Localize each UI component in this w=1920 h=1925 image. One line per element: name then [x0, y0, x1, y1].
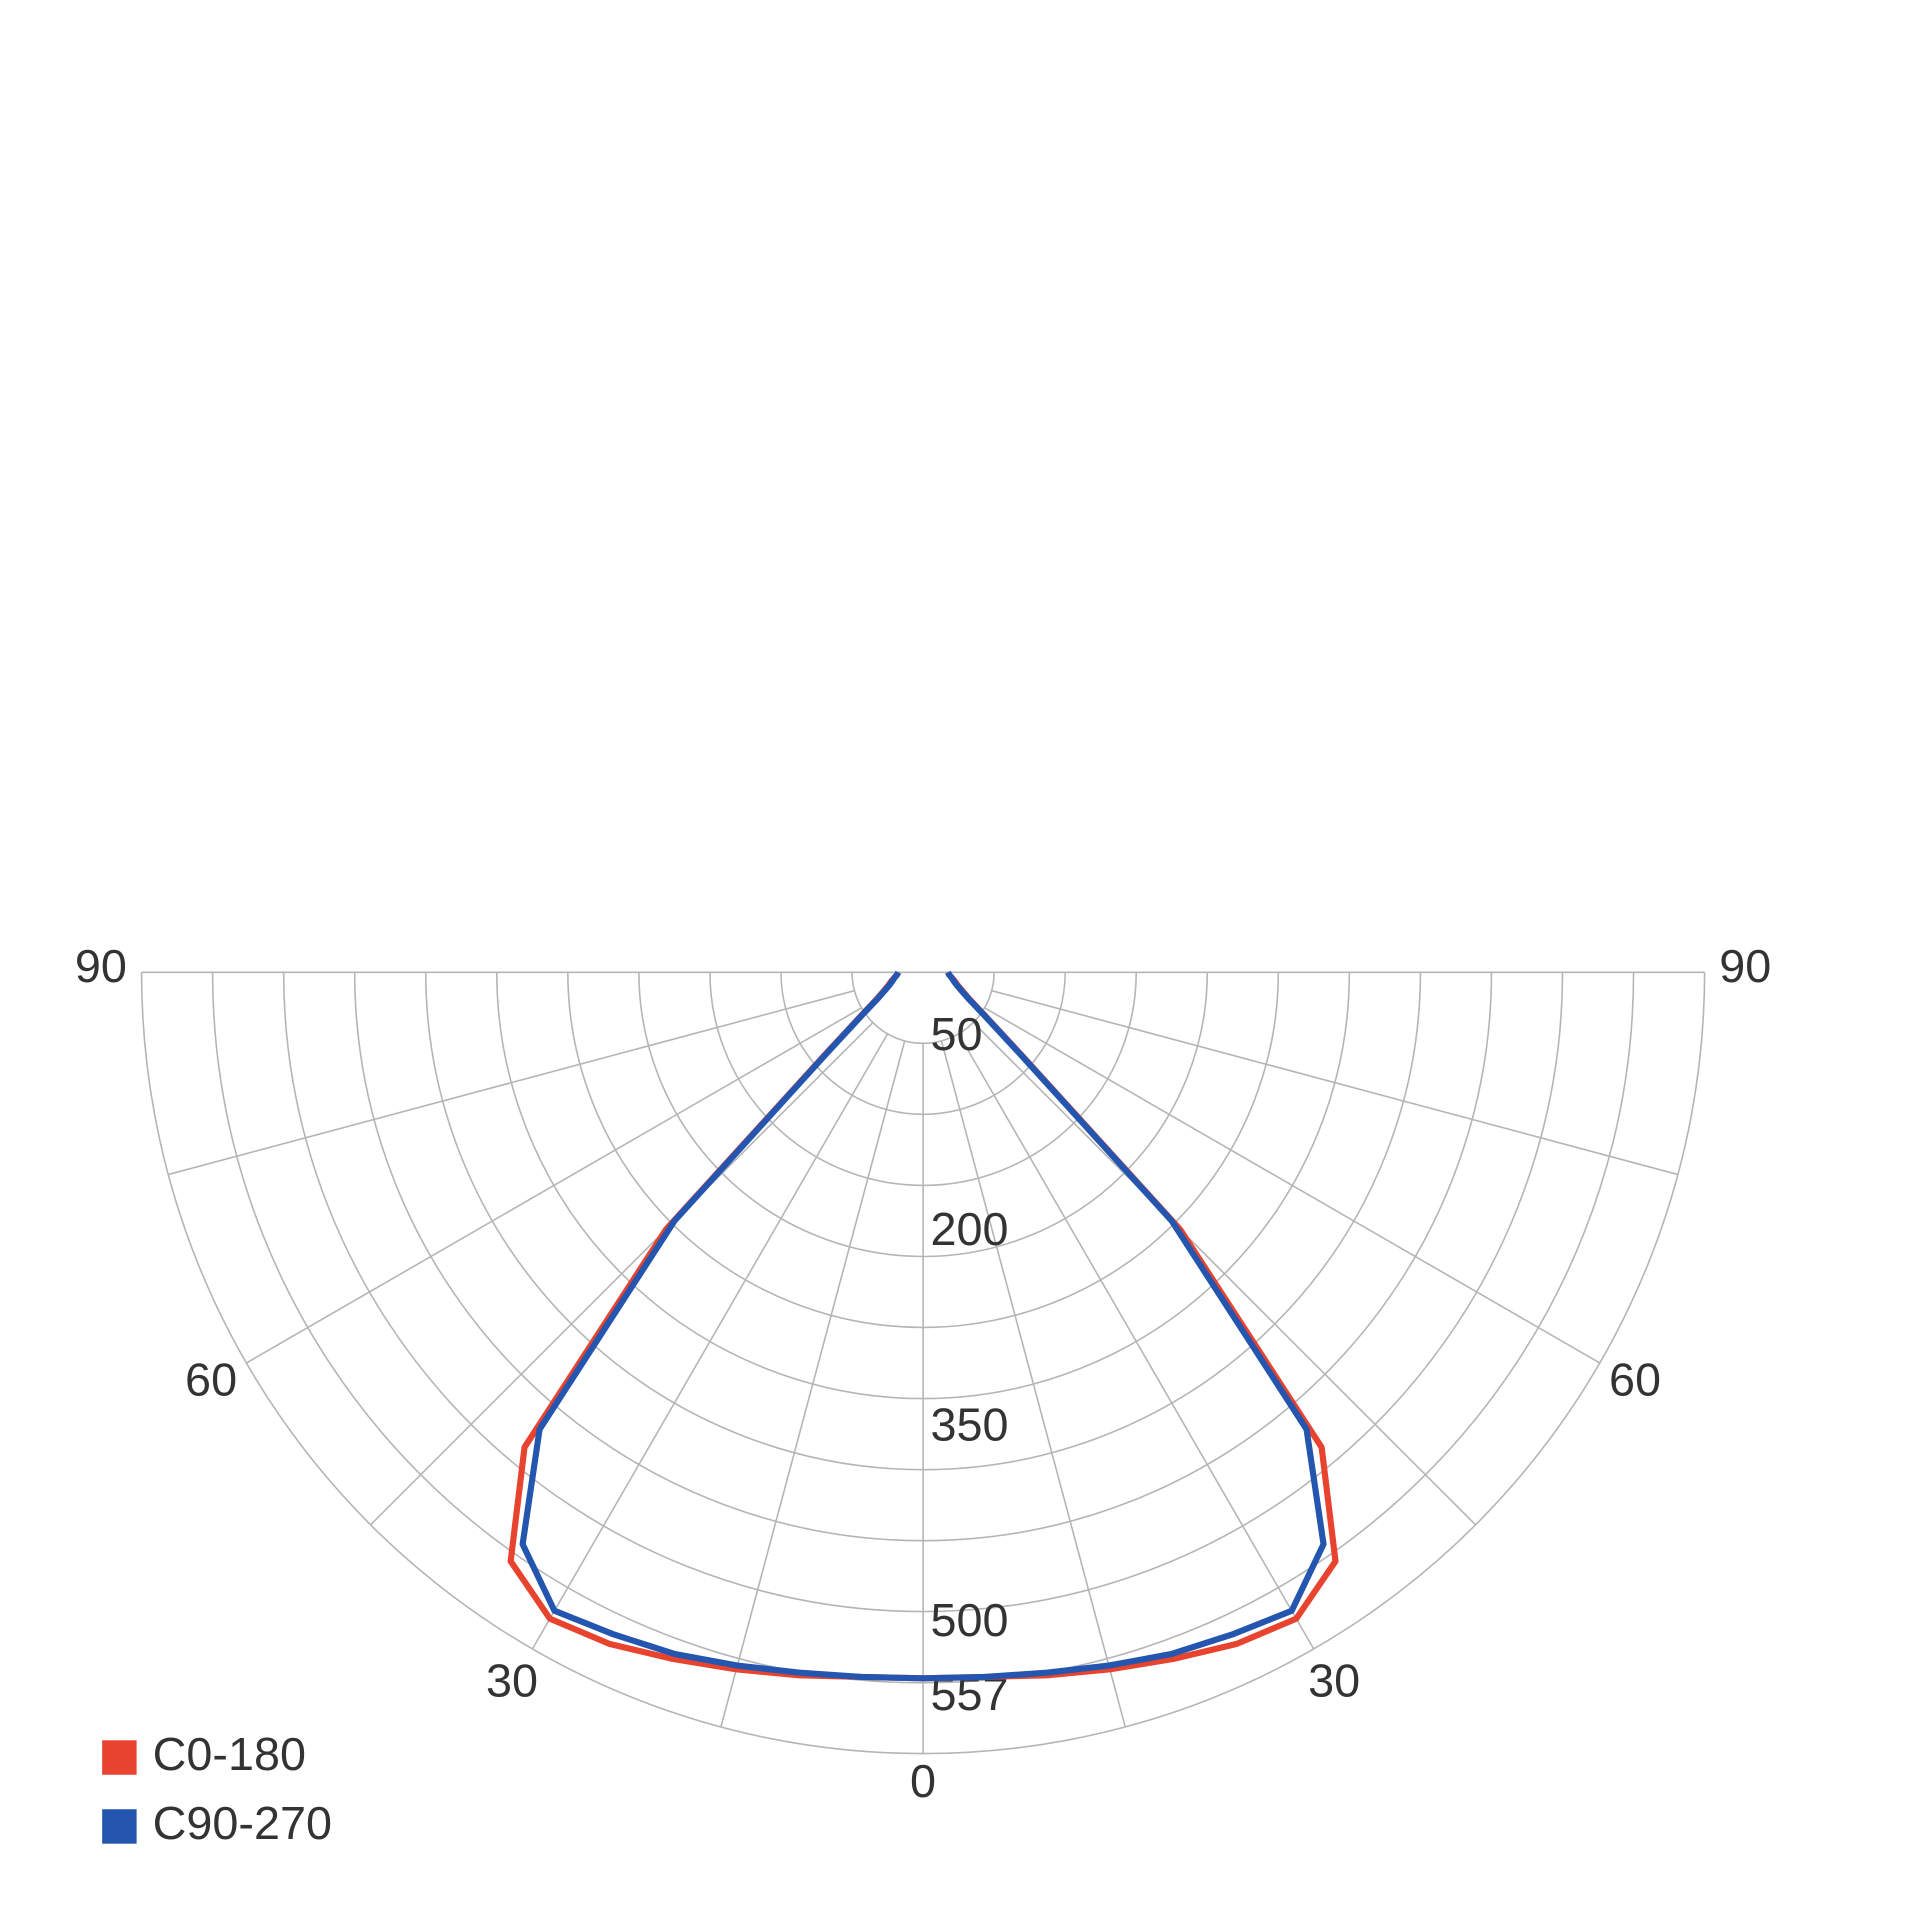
- series-line: [519, 970, 924, 1682]
- curves: [507, 970, 1339, 1682]
- legend-swatch: [102, 1740, 137, 1775]
- radial-label: 500: [930, 1594, 1008, 1646]
- angle-label: 90: [1719, 940, 1771, 992]
- legend-swatch: [102, 1809, 137, 1844]
- radial-label: 50: [930, 1008, 982, 1060]
- angle-label: 60: [185, 1354, 237, 1406]
- angle-label: 0: [910, 1755, 936, 1807]
- angle-label: 30: [1308, 1655, 1360, 1707]
- angle-label: 90: [75, 940, 127, 992]
- radial-label: 350: [930, 1399, 1008, 1451]
- spoke: [957, 1033, 1315, 1650]
- legend: C0-180 C90-270: [102, 1728, 332, 1849]
- spoke: [940, 1040, 1127, 1728]
- angle-label: 60: [1609, 1354, 1661, 1406]
- spoke: [167, 989, 855, 1176]
- spoke: [972, 1021, 1477, 1526]
- series-line: [923, 970, 1327, 1682]
- grid-ring: [851, 972, 995, 1044]
- legend-label: C90-270: [153, 1797, 332, 1849]
- legend-label: C0-180: [153, 1728, 306, 1780]
- spoke: [720, 1040, 906, 1728]
- spoke: [369, 1021, 874, 1526]
- spoke: [991, 989, 1679, 1176]
- angle-label: 30: [486, 1655, 538, 1707]
- spoke: [531, 1033, 889, 1650]
- spoke: [245, 1007, 862, 1364]
- radial-label: 200: [930, 1203, 1008, 1255]
- spoke: [984, 1007, 1601, 1364]
- grid: [140, 972, 1706, 1755]
